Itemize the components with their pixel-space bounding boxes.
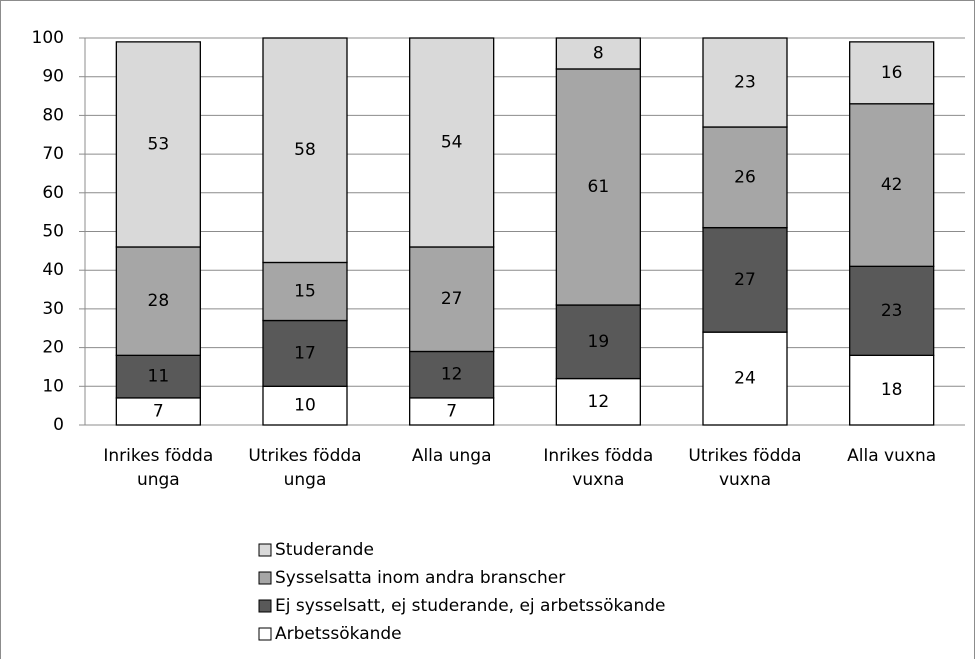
- y-tick-label: 90: [42, 67, 64, 87]
- data-label: 12: [441, 365, 463, 385]
- x-tick-label: Inrikes födda unga: [103, 446, 214, 490]
- data-label: 58: [294, 140, 316, 160]
- data-label: 10: [294, 396, 316, 416]
- bar-segment: [702, 37, 788, 128]
- legend-swatch: [258, 627, 272, 641]
- data-label: 26: [734, 167, 756, 187]
- data-label: 28: [148, 291, 170, 311]
- legend-swatch: [258, 571, 272, 585]
- y-tick-label: 70: [42, 144, 64, 164]
- bar-segment: [409, 37, 495, 248]
- data-label: 7: [446, 401, 457, 421]
- y-tick-label: 100: [32, 28, 64, 48]
- y-tick-label: 30: [42, 299, 64, 319]
- data-label: 15: [294, 281, 316, 301]
- x-tick-label: Utrikes födda vuxna: [688, 446, 802, 490]
- legend-label: Studerande: [275, 540, 374, 560]
- bar-segment: [262, 261, 348, 322]
- data-label: 12: [588, 392, 610, 412]
- legend-label: Ej sysselsatt, ej studerande, ej arbetss…: [275, 596, 665, 616]
- legend-swatch: [258, 543, 272, 557]
- data-label: 53: [148, 134, 170, 154]
- data-label: 17: [294, 343, 316, 363]
- y-tick-label: 60: [42, 183, 64, 203]
- bar-segment: [409, 397, 495, 426]
- data-label: 54: [441, 132, 463, 152]
- bar-segment: [555, 377, 641, 426]
- data-label: 16: [881, 63, 903, 83]
- data-label: 23: [881, 301, 903, 321]
- data-label: 61: [588, 177, 610, 197]
- bar-segment: [262, 37, 348, 264]
- bar-segment: [849, 41, 935, 105]
- data-label: 18: [881, 380, 903, 400]
- data-label: 23: [734, 73, 756, 93]
- data-label: 27: [441, 289, 463, 309]
- data-label: 19: [588, 332, 610, 352]
- bar-segment: [555, 68, 641, 306]
- x-tick-label: Alla vuxna: [847, 446, 937, 466]
- data-label: 27: [734, 270, 756, 290]
- bar-segment: [555, 37, 641, 70]
- y-tick-label: 80: [42, 105, 64, 125]
- bar-segment: [702, 226, 788, 333]
- bar-segment: [849, 354, 935, 426]
- y-tick-label: 20: [42, 338, 64, 358]
- legend-label: Arbetssökande: [275, 624, 402, 644]
- bar-segment: [262, 319, 348, 387]
- data-label: 42: [881, 175, 903, 195]
- x-tick-label: Inrikes födda vuxna: [543, 446, 654, 490]
- y-tick-label: 10: [42, 376, 64, 396]
- x-tick-label: Alla unga: [411, 446, 492, 466]
- data-label: 11: [148, 367, 170, 387]
- bar-segment: [849, 265, 935, 356]
- data-label: 24: [734, 369, 756, 389]
- bar-segment: [115, 354, 201, 399]
- x-tick-label: Utrikes födda unga: [248, 446, 362, 490]
- data-label: 7: [153, 401, 164, 421]
- bar-segment: [702, 331, 788, 426]
- legend-label: Sysselsatta inom andra branscher: [275, 568, 565, 588]
- bar-segment: [409, 350, 495, 399]
- bar-segment: [115, 397, 201, 426]
- bar-segment: [115, 41, 201, 248]
- legend-swatch: [258, 599, 272, 613]
- data-label: 8: [593, 43, 604, 63]
- y-tick-label: 40: [42, 260, 64, 280]
- bar-segment: [702, 126, 788, 229]
- y-tick-label: 0: [53, 415, 64, 435]
- y-tick-label: 50: [42, 222, 64, 242]
